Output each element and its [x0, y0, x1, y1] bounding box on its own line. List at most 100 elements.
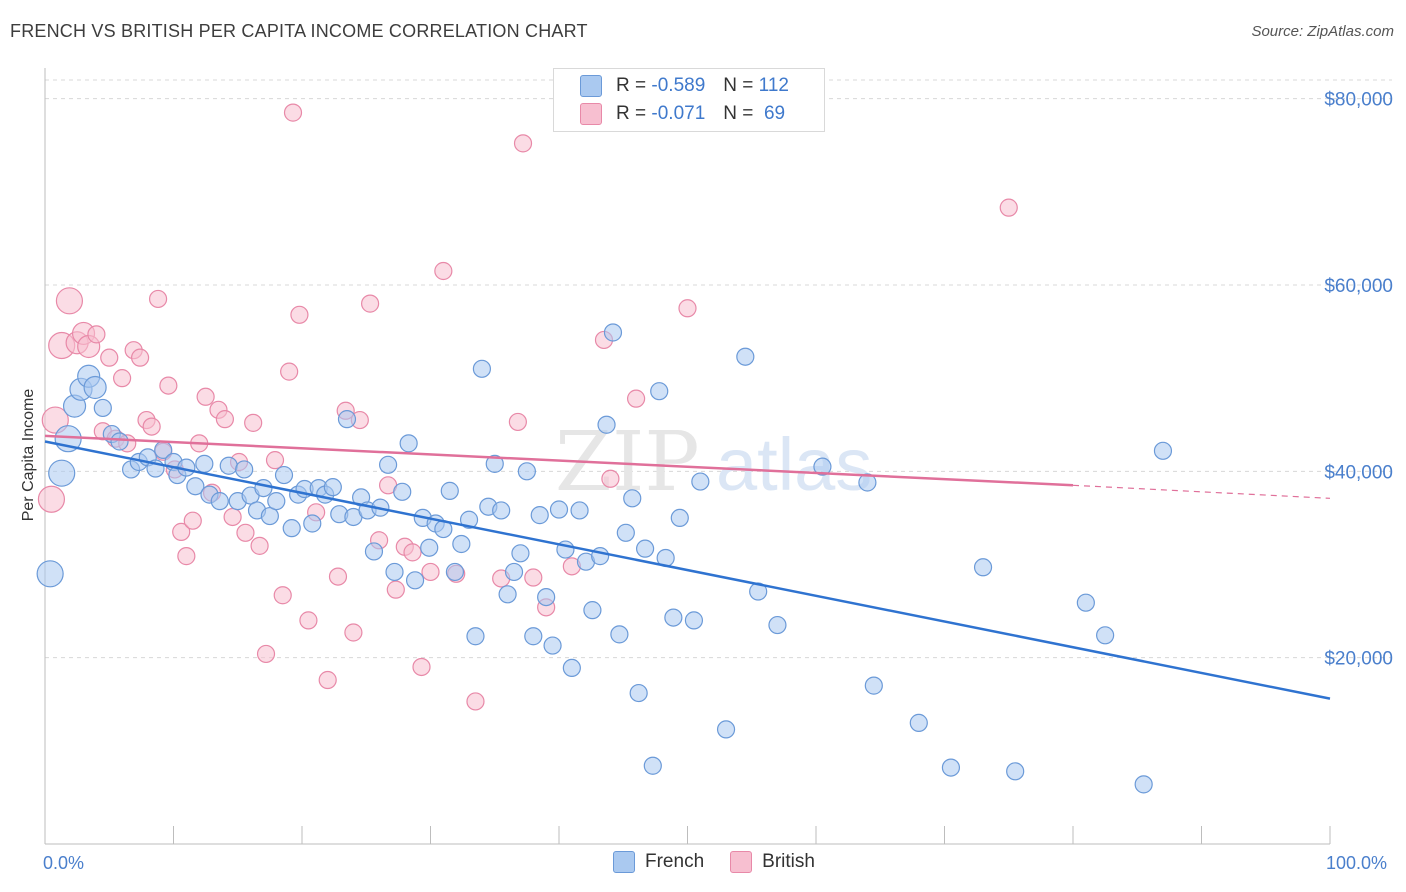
british-point	[196, 387, 215, 406]
british-point	[524, 568, 543, 587]
french-point	[813, 457, 832, 476]
french-point	[583, 601, 602, 620]
french-point	[492, 501, 511, 520]
british-point	[183, 511, 202, 530]
r-label: R =	[616, 103, 647, 124]
british-point	[678, 299, 697, 318]
british-point	[513, 134, 533, 153]
french-point	[616, 523, 635, 542]
french-point	[498, 585, 517, 604]
british-point	[87, 325, 106, 344]
y-tick-label: $20,000	[1324, 649, 1393, 670]
french-point	[274, 465, 294, 485]
french-point	[195, 454, 214, 473]
french-point	[864, 676, 883, 695]
french-point	[378, 455, 398, 474]
french-point	[858, 473, 877, 492]
british-point	[999, 198, 1018, 217]
british-point	[148, 289, 168, 309]
french-point	[303, 514, 322, 533]
british-point	[37, 485, 66, 513]
british-point	[412, 657, 431, 677]
british-point	[318, 670, 337, 690]
british-point	[344, 623, 363, 642]
french-point	[399, 434, 418, 453]
french-point	[511, 544, 530, 563]
british-point	[112, 369, 132, 388]
x-tick-label-min: 0.0%	[43, 853, 85, 873]
french-point	[1096, 626, 1115, 645]
french-point	[504, 562, 524, 582]
r-value: -0.071	[651, 103, 706, 124]
british-point	[41, 406, 69, 434]
trend-lines	[44, 434, 1331, 700]
x-tick-label-max: 100.0%	[1326, 853, 1388, 873]
french-point	[650, 382, 669, 401]
french-point	[768, 615, 787, 635]
french-point	[603, 323, 623, 342]
french-point	[219, 456, 238, 475]
british-point	[172, 522, 191, 541]
british-point	[142, 417, 161, 436]
french-point	[83, 375, 107, 400]
british-point	[290, 305, 309, 324]
french-swatch	[613, 851, 635, 873]
french-point	[537, 587, 556, 607]
french-point	[517, 462, 536, 481]
source-label: Source: ZipAtlas.com	[1251, 23, 1394, 40]
french-point	[691, 472, 710, 491]
french-point	[716, 720, 736, 739]
french-point	[562, 658, 581, 678]
y-tick-label: $80,000	[1324, 90, 1393, 111]
british-point	[159, 376, 178, 395]
n-label: N =	[723, 75, 754, 96]
french-point	[524, 627, 543, 646]
british-point	[244, 413, 263, 432]
n-value: 112	[758, 75, 789, 96]
legend-item-french[interactable]: French	[613, 851, 704, 873]
british-point	[434, 261, 453, 281]
french-point	[941, 758, 961, 777]
british-point	[403, 543, 422, 562]
french-point	[364, 542, 384, 561]
british-point	[273, 586, 292, 605]
british-point	[223, 507, 242, 527]
british-swatch	[580, 103, 602, 125]
french-point	[664, 608, 683, 627]
british-point	[55, 287, 84, 315]
r-label: R =	[616, 75, 647, 96]
french-point	[110, 432, 129, 451]
french-point	[670, 508, 689, 528]
french-point	[254, 478, 273, 498]
chart-title: FRENCH VS BRITISH PER CAPITA INCOME CORR…	[10, 21, 588, 41]
french-point	[337, 410, 357, 429]
british-point	[328, 567, 348, 586]
french-point	[530, 506, 549, 525]
stats-legend: R = -0.589 N = 112 R = -0.071 N = 69	[553, 68, 825, 132]
british-points	[37, 103, 1018, 711]
french-point	[323, 478, 342, 497]
british-point	[177, 547, 196, 566]
french-point	[282, 519, 301, 538]
british-trend-line	[44, 434, 1074, 487]
legend-item-british[interactable]: British	[730, 851, 815, 873]
british-point	[386, 580, 405, 599]
stats-row-british: R = -0.071 N = 69	[580, 102, 785, 126]
y-tick-labels: $20,000 $40,000 $60,000 $80,000	[1324, 90, 1393, 670]
french-point	[629, 683, 648, 703]
british-point	[236, 523, 255, 542]
french-point	[1076, 593, 1095, 612]
french-point	[420, 538, 439, 557]
watermark-atlas: atlas	[716, 423, 872, 506]
french-point	[466, 627, 485, 646]
n-value: 69	[763, 103, 786, 124]
french-point	[610, 625, 629, 644]
french-point	[485, 454, 504, 473]
french-point	[393, 482, 412, 501]
french-point	[684, 611, 704, 630]
british-point	[601, 469, 620, 488]
french-point	[909, 713, 928, 732]
french-point	[36, 560, 64, 588]
french-point	[973, 558, 993, 577]
british-point	[265, 451, 285, 470]
